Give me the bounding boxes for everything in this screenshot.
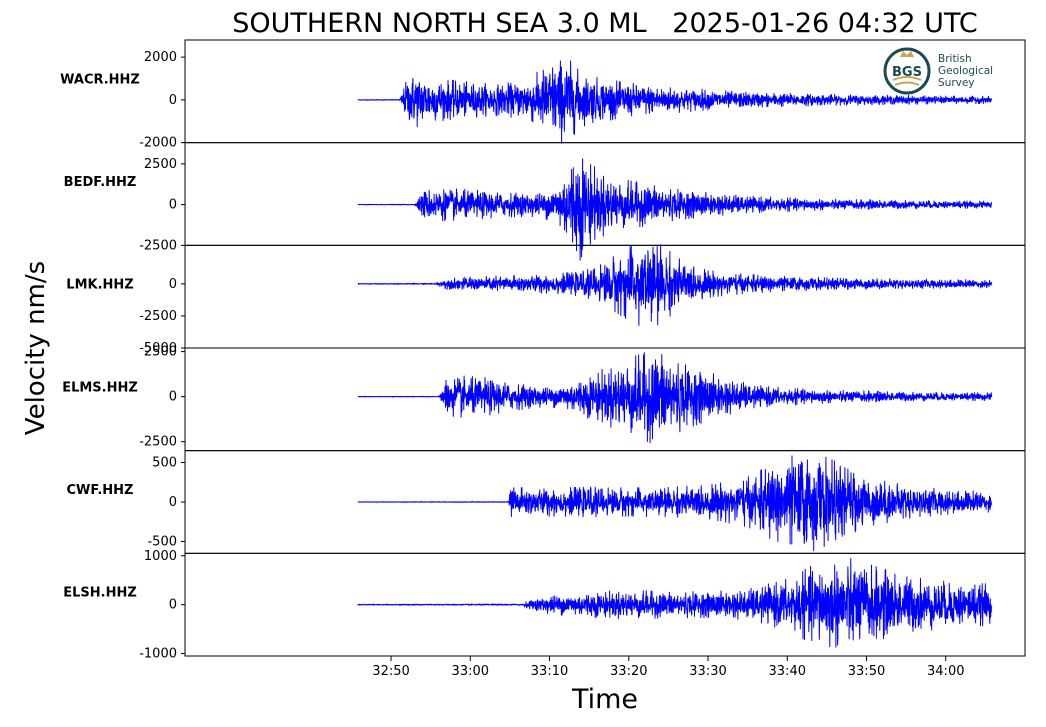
y-tick-label: 0: [169, 93, 177, 108]
y-tick-label: 1000: [144, 549, 177, 564]
station-label: ELMS.HHZ: [62, 380, 138, 395]
y-tick-label: 0: [169, 198, 177, 213]
y-tick-label: 2500: [144, 345, 177, 360]
x-tick-label: 34:00: [927, 664, 964, 679]
x-tick-label: 33:00: [452, 664, 489, 679]
station-panel: 2500 0 -2500 BEDF.HHZ: [64, 142, 1026, 261]
station-label: ELSH.HHZ: [63, 586, 137, 601]
seismogram-trace: [357, 352, 993, 444]
logo-text-british: British: [938, 53, 972, 65]
x-axis-label: Time: [571, 684, 638, 715]
y-tick-label: -2500: [139, 435, 177, 450]
y-tick-label: -1000: [139, 647, 177, 662]
y-axis-label: Velocity nm/s: [21, 261, 51, 435]
logo-text-geological: Geological: [938, 65, 993, 77]
y-tick-label: -2500: [139, 309, 177, 324]
y-tick-label: 0: [169, 390, 177, 405]
y-tick-label: -2500: [139, 238, 177, 253]
chart-title: SOUTHERN NORTH SEA 3.0 ML 2025-01-26 04:…: [232, 8, 977, 39]
station-label: BEDF.HHZ: [64, 175, 137, 190]
seismogram-trace: [357, 158, 993, 261]
y-tick-label: 0: [169, 495, 177, 510]
bgs-logo: BGS British Geological Survey: [883, 47, 993, 95]
seismogram-trace: [357, 455, 993, 552]
station-label: LMK.HHZ: [66, 278, 133, 293]
y-tick-label: -500: [147, 534, 177, 549]
x-tick-label: 33:40: [769, 664, 806, 679]
x-tick-label: 33:20: [610, 664, 647, 679]
y-tick-label: 500: [152, 456, 177, 471]
station-panel: 1000 0 -1000 ELSH.HHZ: [63, 549, 1026, 662]
y-tick-label: -2000: [139, 136, 177, 151]
seismogram-trace: [357, 244, 993, 326]
x-tick-label: 33:10: [531, 664, 568, 679]
station-label: WACR.HHZ: [60, 72, 140, 87]
x-tick-label: 33:50: [848, 664, 885, 679]
seismogram-trace: [357, 558, 993, 648]
y-tick-label: 2500: [144, 157, 177, 172]
y-tick-label: -5000: [139, 341, 177, 356]
x-tick-label: 33:30: [689, 664, 726, 679]
y-tick-label: 2000: [144, 50, 177, 65]
y-tick-label: 0: [169, 598, 177, 613]
y-tick-label: 0: [169, 277, 177, 292]
station-panels: 2000 0 -2000 WACR.HHZ 2500 0 -2500 BEDF.HHZ -250…: [60, 39, 1026, 679]
station-label: CWF.HHZ: [67, 483, 134, 498]
seismogram-trace: [357, 60, 993, 144]
x-tick-label: 32:50: [372, 664, 409, 679]
logo-text-survey: Survey: [938, 77, 975, 89]
logo-mark: BGS: [892, 65, 922, 80]
